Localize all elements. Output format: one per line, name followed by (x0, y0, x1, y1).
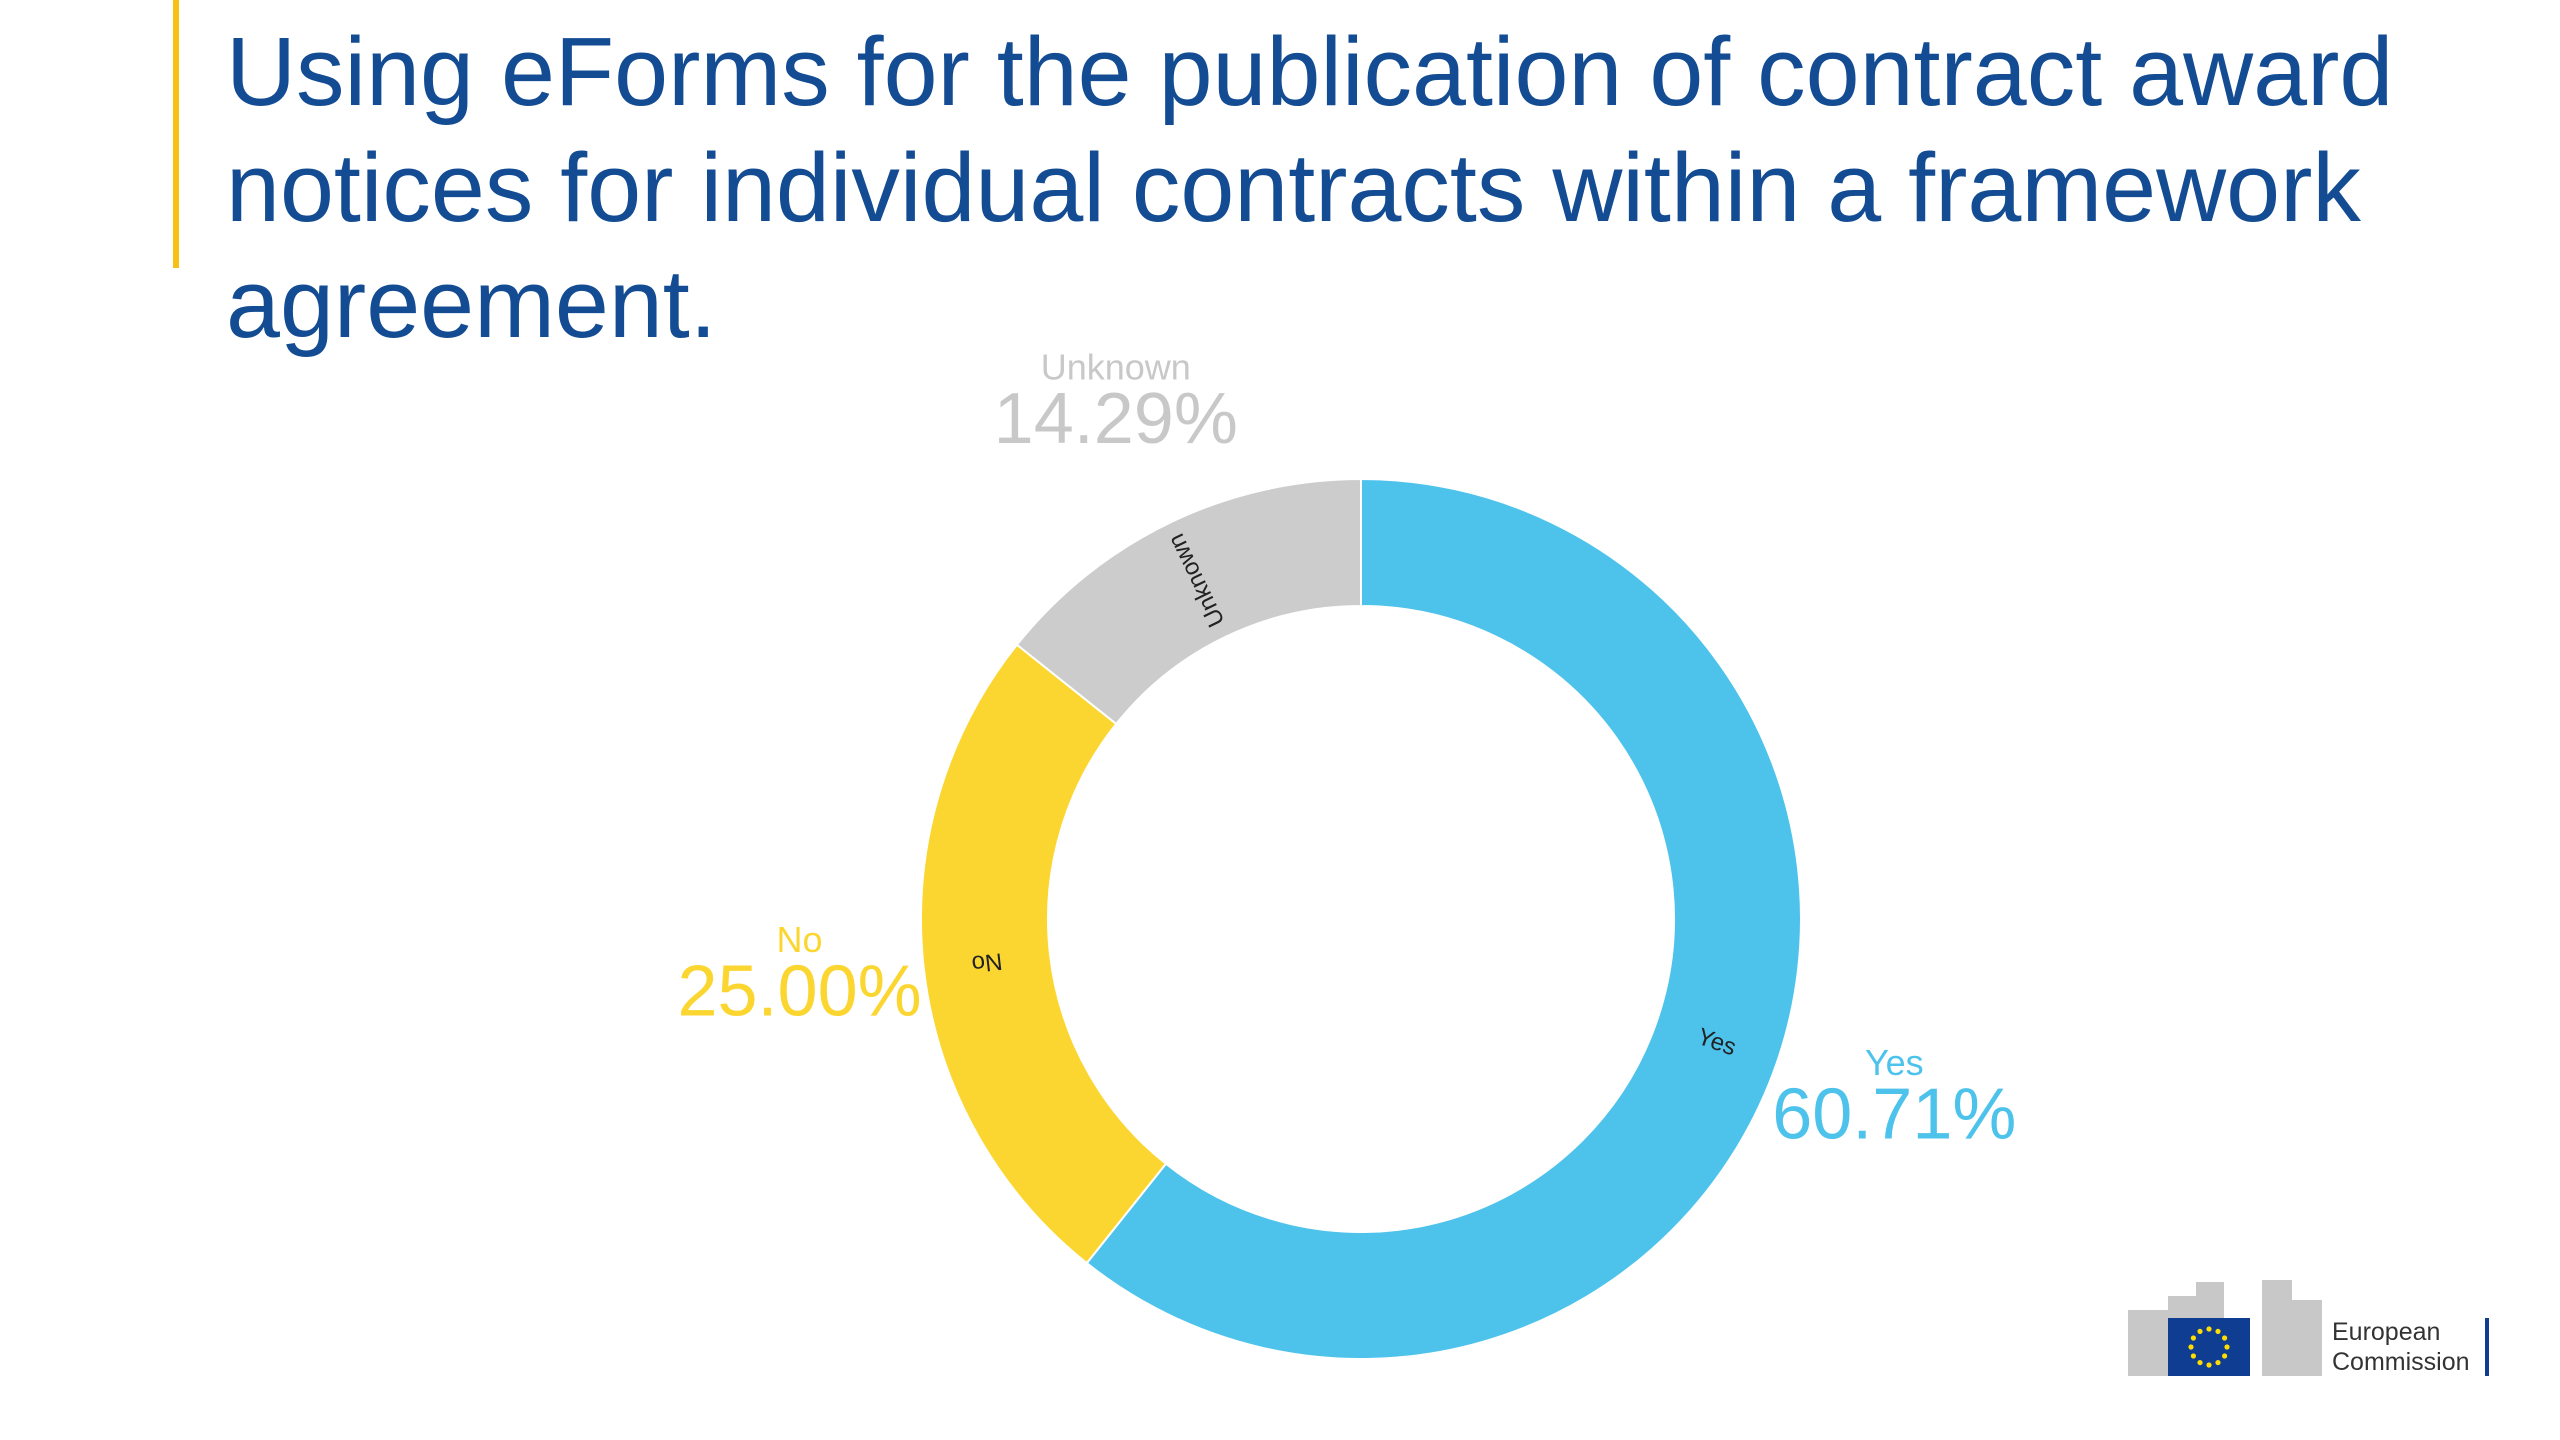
logo (2128, 1280, 2489, 1376)
logo-star (2215, 1359, 2221, 1366)
logo-text: Commission (2332, 1348, 2470, 1376)
logo-star (2221, 1335, 2228, 1341)
outer-category-label: Yes (1865, 1042, 1924, 1083)
logo-star (2215, 1328, 2221, 1335)
segment-label: No (970, 947, 1004, 977)
logo-star (2188, 1344, 2194, 1350)
logo-star (2206, 1362, 2212, 1368)
logo-star (2190, 1335, 2197, 1341)
outer-category-label: No (777, 919, 823, 960)
logo-star (2190, 1353, 2197, 1359)
outer-value-label: 14.29% (994, 379, 1238, 459)
logo-star (2197, 1359, 2203, 1366)
chart-title: Using eForms for the publication of cont… (226, 17, 2394, 358)
outer-value-label: 60.71% (1772, 1075, 2016, 1155)
outer-category-label: Unknown (1041, 347, 1191, 388)
logo-star (2206, 1326, 2212, 1332)
logo-text: European (2332, 1318, 2440, 1346)
donut-segment (920, 643, 1168, 1265)
logo-star (2224, 1344, 2230, 1350)
outer-value-label: 25.00% (677, 951, 921, 1031)
logo-star (2221, 1353, 2228, 1359)
logo-star (2197, 1328, 2203, 1335)
donut-segment (1015, 477, 1362, 726)
accent-bar (173, 0, 179, 268)
donut-segment (1085, 477, 1803, 1360)
